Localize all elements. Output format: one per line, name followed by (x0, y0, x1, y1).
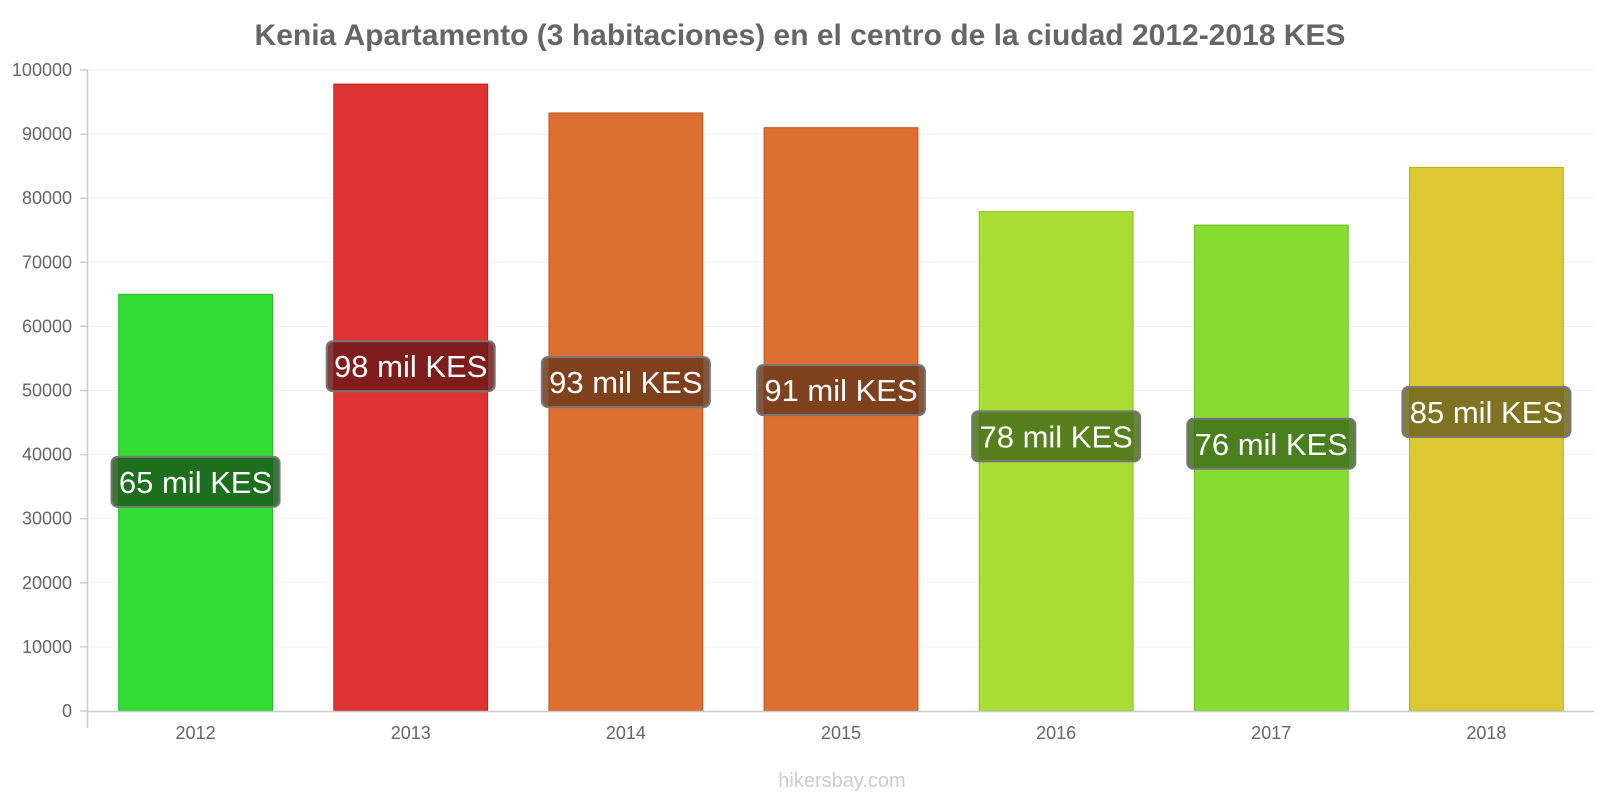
data-label-text: 93 mil KES (549, 365, 702, 400)
y-tick-label: 30000 (22, 509, 72, 529)
bar-2015[interactable] (763, 127, 919, 712)
data-label-box (540, 356, 711, 409)
data-label-2014: 93 mil KES (540, 356, 711, 409)
x-tick-label: 2014 (606, 723, 646, 743)
data-labels: 65 mil KES 98 mil KES 93 mil KES 91 mil KES… (110, 340, 1572, 508)
chart-title: Kenia Apartamento (3 habitaciones) en el… (255, 19, 1346, 52)
y-tick-label: 60000 (22, 316, 72, 336)
data-label-2012: 65 mil KES (110, 455, 281, 508)
data-label-box (971, 410, 1142, 463)
data-label-text: 98 mil KES (334, 349, 487, 384)
y-tick-label: 20000 (22, 573, 72, 593)
x-tick-label: 2015 (821, 723, 861, 743)
x-tick-label: 2018 (1466, 723, 1506, 743)
watermark: hikersbay.com (778, 770, 905, 792)
y-tick-label: 70000 (22, 252, 72, 272)
y-tick-label: 10000 (22, 637, 72, 657)
x-tick-label: 2017 (1251, 723, 1291, 743)
y-tick-label: 90000 (22, 124, 72, 144)
bar-2018[interactable] (1409, 166, 1564, 712)
data-label-text: 76 mil KES (1195, 427, 1348, 462)
data-label-2017: 76 mil KES (1186, 417, 1357, 470)
y-tick-label: 80000 (22, 188, 72, 208)
data-label-box (325, 340, 496, 393)
data-label-text: 65 mil KES (119, 465, 272, 500)
bar-2013[interactable] (333, 83, 489, 712)
data-label-box (1401, 386, 1572, 439)
data-label-2018: 85 mil KES (1401, 386, 1572, 439)
data-label-2016: 78 mil KES (971, 410, 1142, 463)
y-tick-label: 0 (62, 701, 72, 721)
bar-2014[interactable] (548, 112, 704, 712)
x-tick-label: 2016 (1036, 723, 1076, 743)
data-label-text: 78 mil KES (979, 419, 1132, 454)
x-tick-label: 2013 (391, 723, 431, 743)
data-label-text: 85 mil KES (1410, 395, 1563, 430)
data-label-text: 91 mil KES (764, 373, 917, 408)
data-label-box (756, 364, 926, 417)
data-label-2015: 91 mil KES (756, 364, 926, 417)
axes: 0 10000 20000 30000 40000 50000 60000 70000 8000… (12, 60, 1594, 743)
data-label-box (1186, 417, 1357, 470)
x-tick-label: 2012 (176, 723, 216, 743)
data-label-2013: 98 mil KES (325, 340, 496, 393)
data-label-box (110, 455, 281, 508)
y-tick-label: 50000 (22, 381, 72, 401)
y-tick-label: 40000 (22, 445, 72, 465)
y-tick-label: 100000 (12, 60, 72, 80)
